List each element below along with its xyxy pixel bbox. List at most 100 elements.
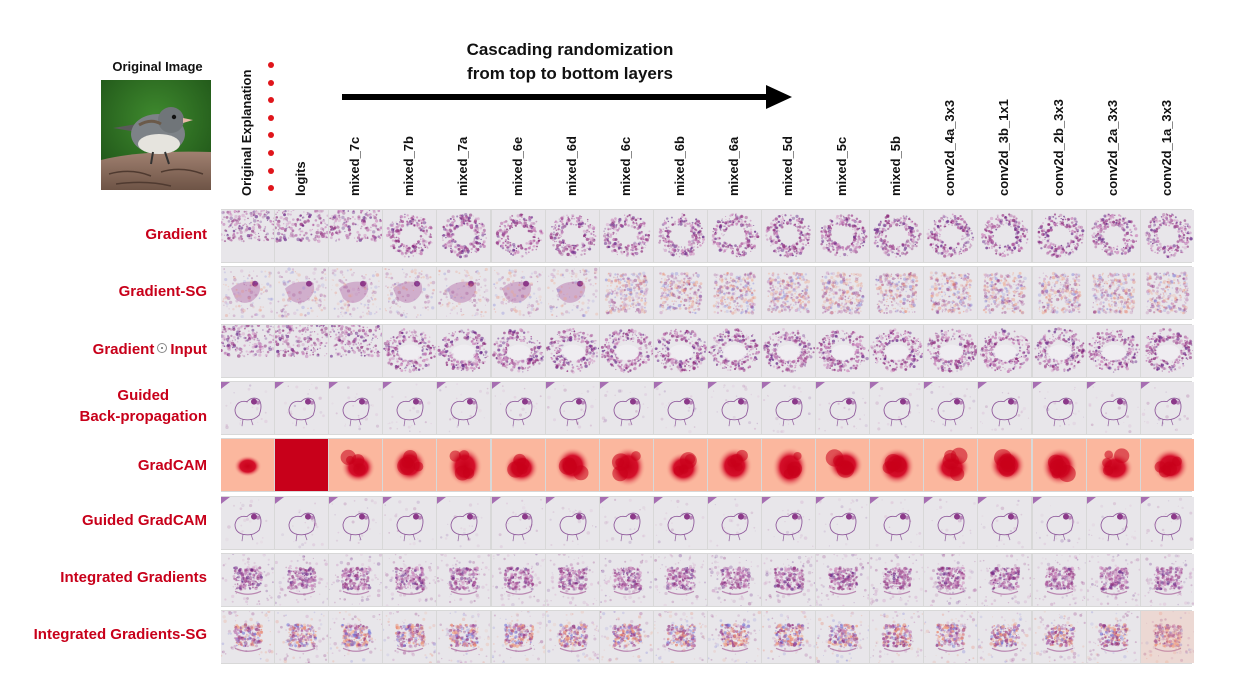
explanation-map — [1086, 611, 1140, 664]
explanation-map — [275, 611, 329, 664]
column-label-mixed_5b: mixed_5b — [888, 136, 903, 196]
explanation-map — [978, 439, 1032, 492]
explanation-map — [383, 611, 437, 664]
column-label-mixed_6b: mixed_6b — [672, 136, 687, 196]
explanation-map — [978, 553, 1032, 606]
explanation-map — [1032, 496, 1086, 549]
explanation-map — [329, 439, 383, 492]
explanation-map — [816, 611, 870, 664]
explanation-map — [275, 439, 329, 492]
explanation-map — [978, 381, 1032, 434]
column-label-mixed_6a: mixed_6a — [726, 137, 741, 196]
explanation-map — [437, 381, 491, 434]
explanation-map — [707, 267, 761, 320]
column-label-mixed_5d: mixed_5d — [780, 136, 795, 196]
explanation-map — [870, 267, 924, 320]
column-label-mixed_5c: mixed_5c — [834, 137, 849, 196]
explanation-map — [653, 439, 707, 492]
explanation-map — [1086, 496, 1140, 549]
explanation-map — [870, 381, 924, 434]
explanation-map — [275, 210, 329, 262]
column-label-conv2d_2b_3x3: conv2d_2b_3x3 — [1051, 99, 1066, 196]
explanation-map — [383, 324, 437, 377]
explanation-map — [924, 439, 978, 492]
explanation-map — [924, 381, 978, 434]
explanation-map — [978, 611, 1032, 664]
original-bird-image — [101, 80, 211, 190]
row-label-integrated-gradients-sg: Integrated Gradients-SG — [34, 624, 207, 645]
explanation-map — [329, 210, 383, 262]
explanation-map — [491, 611, 545, 664]
explanation-map — [1086, 439, 1140, 492]
red-dot — [268, 185, 274, 192]
grid-row-ggradcam — [221, 495, 1194, 550]
explanation-map — [707, 210, 761, 262]
explanation-map — [1140, 324, 1194, 377]
explanation-map — [491, 381, 545, 434]
explanation-map — [383, 496, 437, 549]
explanation-map — [599, 267, 653, 320]
explanation-map — [1032, 439, 1086, 492]
grid-row-ig — [221, 552, 1194, 607]
explanation-map — [1140, 267, 1194, 320]
explanation-map — [1086, 210, 1140, 262]
explanation-map — [545, 611, 599, 664]
row-label-gradcam: GradCAM — [138, 455, 207, 476]
column-label-mixed_7c: mixed_7c — [347, 137, 362, 196]
explanation-map — [707, 439, 761, 492]
explanation-map — [545, 553, 599, 606]
arrow-title-line1: Cascading randomization — [400, 38, 740, 62]
explanation-map — [924, 553, 978, 606]
column-label-mixed_6e: mixed_6e — [510, 137, 525, 196]
explanation-map — [1032, 210, 1086, 262]
explanation-map — [383, 267, 437, 320]
explanation-map — [924, 611, 978, 664]
red-dot — [268, 149, 274, 156]
explanation-map — [491, 553, 545, 606]
explanation-map — [437, 496, 491, 549]
separator-dots — [268, 62, 276, 203]
grid-row-igsg — [221, 610, 1194, 665]
explanation-map — [870, 496, 924, 549]
explanation-map — [653, 267, 707, 320]
explanation-map — [762, 611, 815, 664]
explanation-map — [978, 210, 1032, 262]
explanation-map — [1140, 210, 1194, 262]
explanation-map — [437, 267, 491, 320]
explanation-map — [816, 381, 870, 434]
column-label-mixed_7a: mixed_7a — [455, 137, 470, 196]
explanation-map — [383, 210, 437, 262]
explanation-map — [221, 267, 274, 320]
explanation-map — [437, 324, 491, 377]
explanation-map — [870, 210, 924, 262]
explanation-map — [1032, 267, 1086, 320]
explanation-map — [221, 553, 274, 606]
explanation-map — [707, 553, 761, 606]
original-explanation-label: Original Explanation — [239, 70, 254, 196]
column-label-mixed_6d: mixed_6d — [564, 136, 579, 196]
column-label-mixed_7b: mixed_7b — [401, 136, 416, 196]
explanation-map — [1086, 553, 1140, 606]
explanation-map — [1140, 381, 1194, 434]
explanation-map — [653, 611, 707, 664]
explanation-map — [707, 324, 761, 377]
row-label-gradient-sg: Gradient-SG — [119, 281, 207, 302]
explanation-map — [1032, 324, 1086, 377]
explanation-map — [329, 381, 383, 434]
explanation-map — [870, 439, 924, 492]
explanation-map — [816, 267, 870, 320]
explanation-map — [707, 611, 761, 664]
explanation-map — [870, 611, 924, 664]
explanation-map — [1032, 611, 1086, 664]
column-label-logits: logits — [293, 161, 308, 196]
explanation-map — [329, 267, 383, 320]
original-image-title: Original Image — [100, 59, 215, 74]
explanation-map — [491, 439, 545, 492]
explanation-map — [329, 611, 383, 664]
explanation-map — [221, 381, 274, 434]
explanation-map — [545, 439, 599, 492]
explanation-map — [653, 324, 707, 377]
row-label-gradient: Gradient — [145, 224, 207, 245]
explanation-map — [545, 381, 599, 434]
arrow-title-line2: from top to bottom layers — [400, 62, 740, 86]
